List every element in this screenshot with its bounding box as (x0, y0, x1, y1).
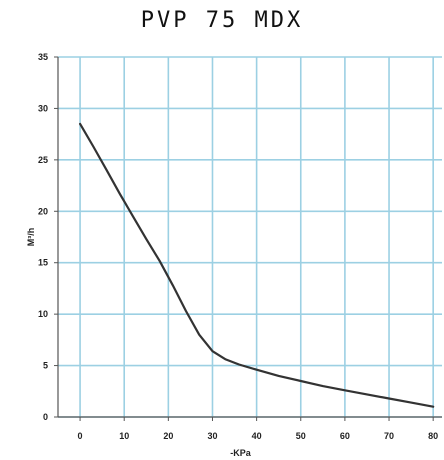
y-tick-label: 10 (38, 309, 48, 319)
y-tick-label: 15 (38, 258, 48, 268)
x-tick-label: 60 (340, 431, 350, 441)
y-tick-label: 0 (43, 412, 48, 422)
x-tick-label: 10 (119, 431, 129, 441)
x-tick-label: 80 (428, 431, 438, 441)
x-tick-label: 20 (163, 431, 173, 441)
chart-title: PVP 75 MDX (140, 8, 304, 33)
x-tick-label: 50 (296, 431, 306, 441)
series-line (78, 122, 435, 408)
x-tick-label: 40 (252, 431, 262, 441)
y-tick-label: 5 (43, 361, 48, 371)
y-axis-label: M³/h (26, 228, 36, 247)
y-tick-label: 20 (38, 206, 48, 216)
y-tick-label: 30 (38, 103, 48, 113)
x-axis-label: -KPa (230, 448, 251, 458)
y-tick-label: 25 (38, 155, 48, 165)
x-tick-label: 30 (207, 431, 217, 441)
x-tick-label: 70 (384, 431, 394, 441)
x-tick-label: 0 (78, 431, 83, 441)
y-tick-label: 35 (38, 52, 48, 62)
